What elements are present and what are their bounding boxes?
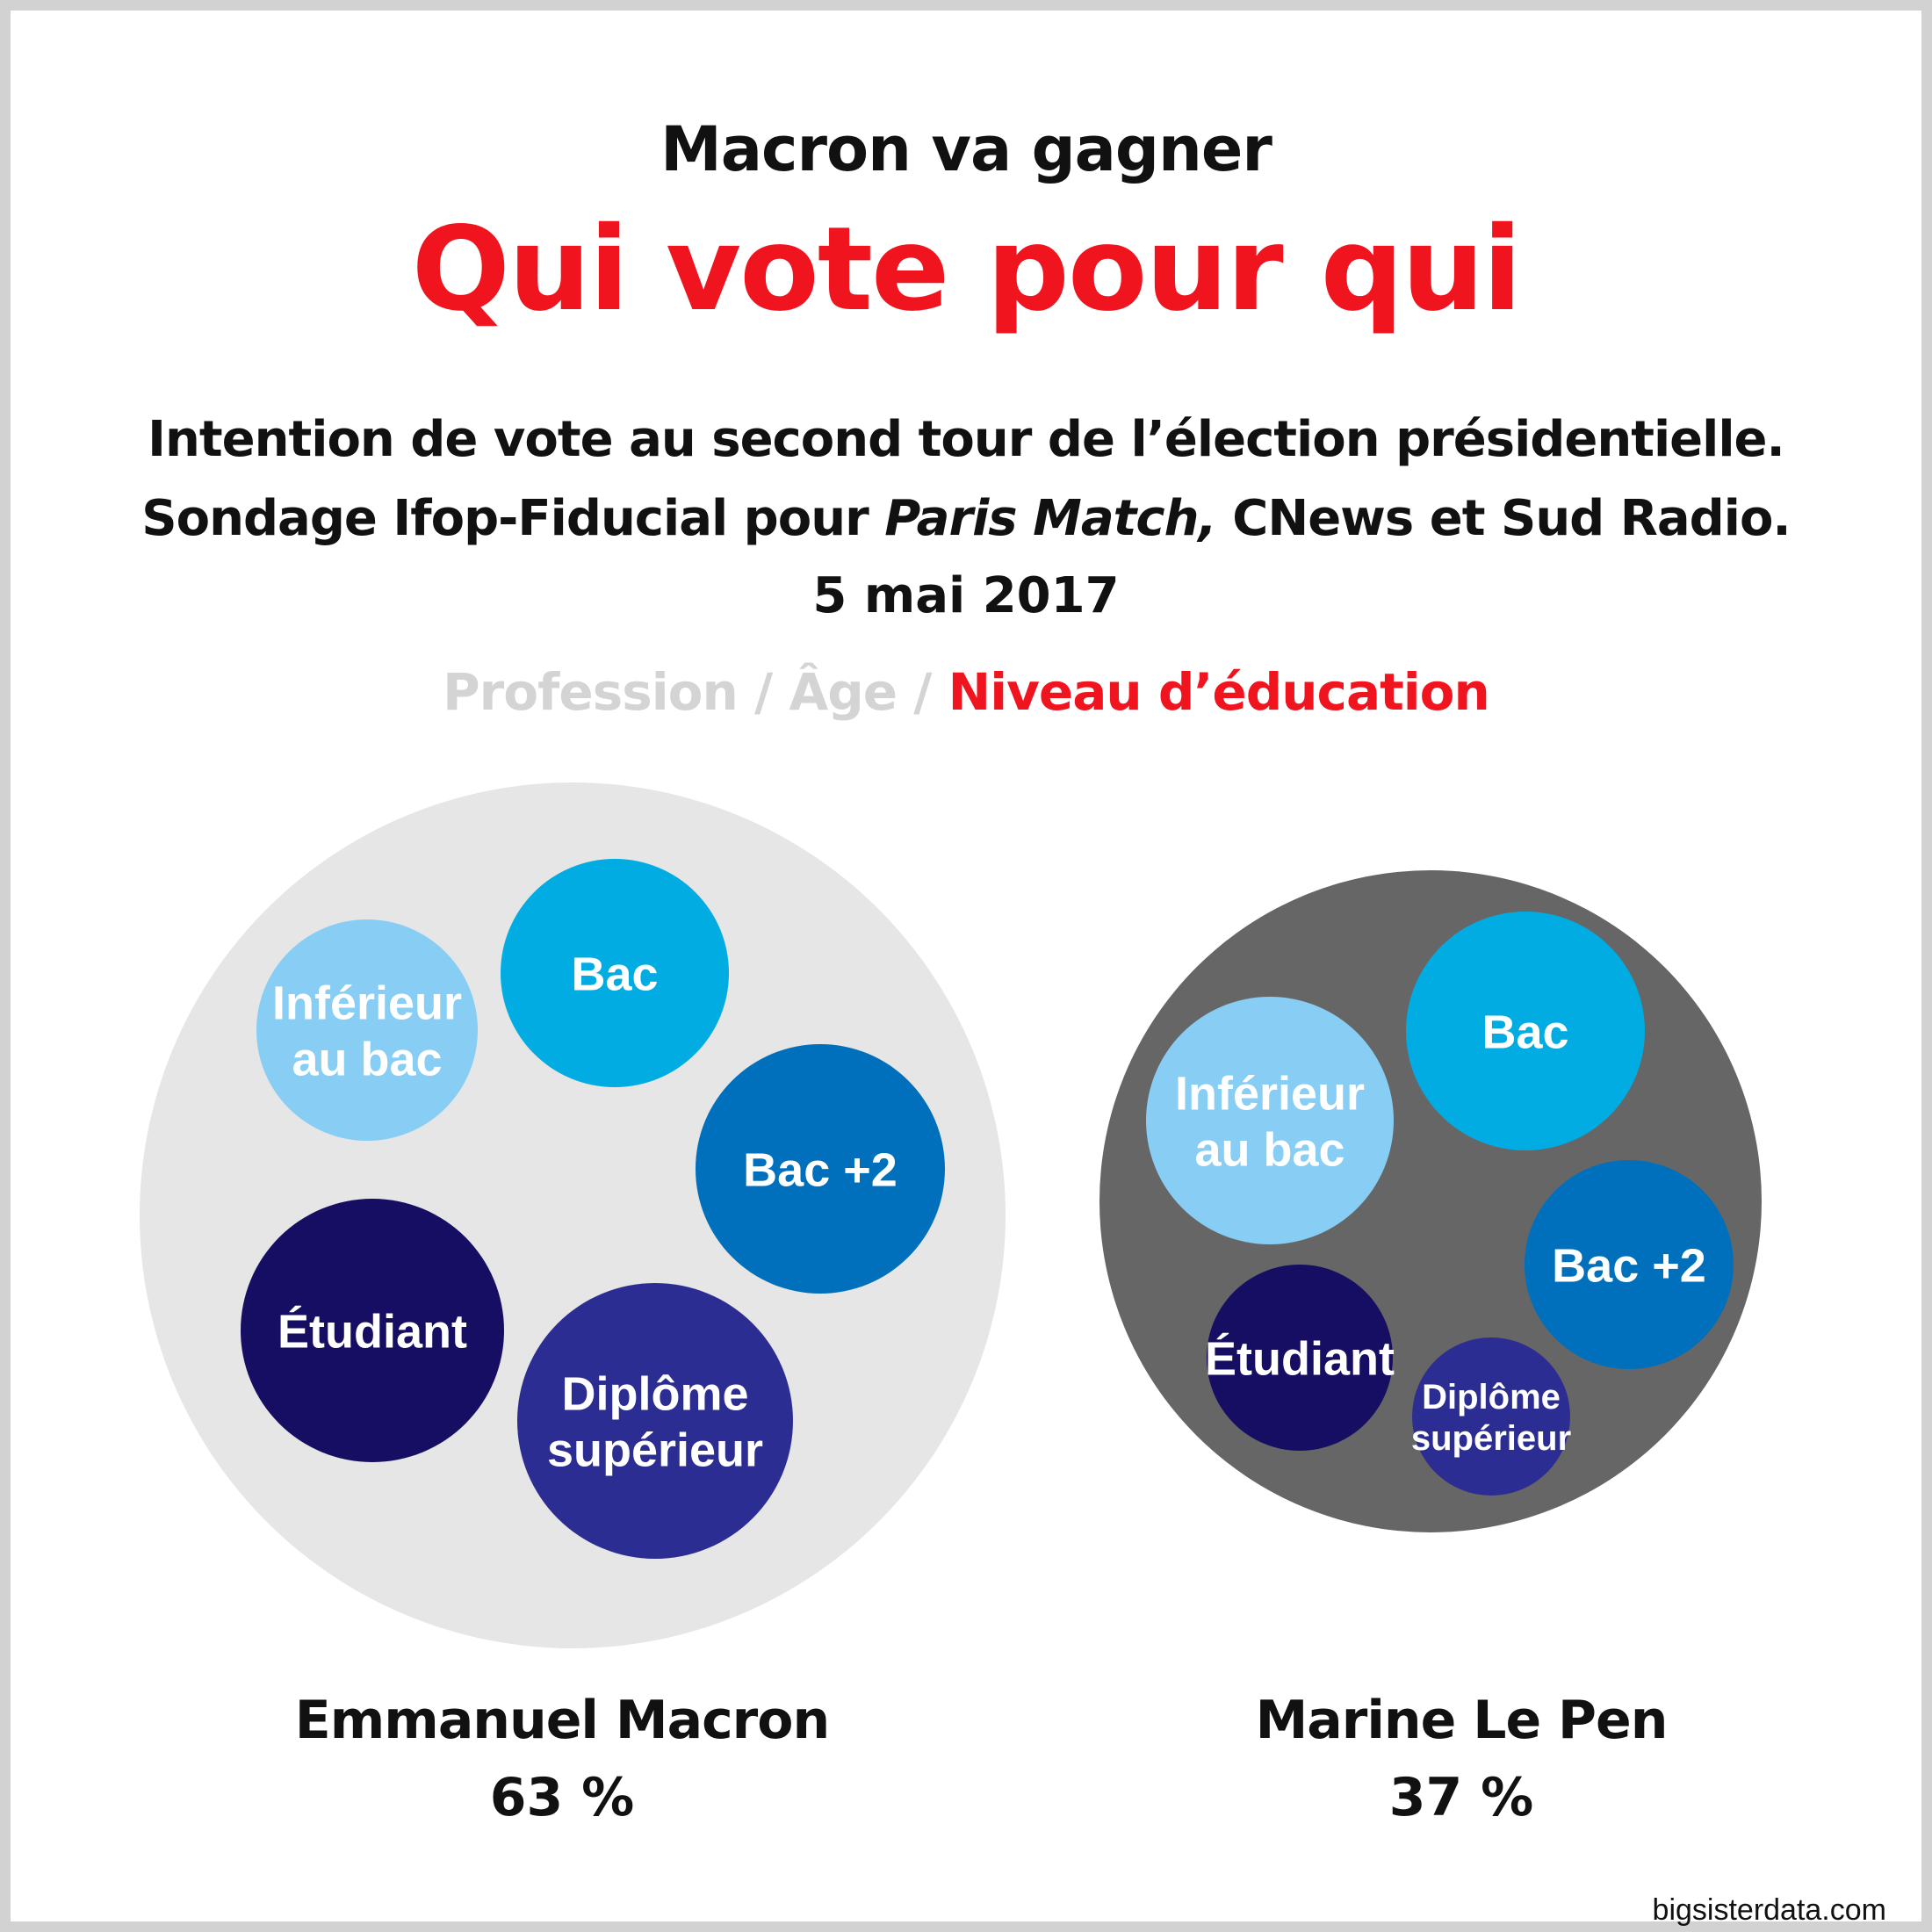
bubble-bac: [501, 859, 729, 1087]
bubble-label: supérieur: [1411, 1419, 1571, 1458]
bubble-inferieur-au-bac: [1146, 997, 1394, 1244]
bubble-label: au bac: [1194, 1123, 1344, 1176]
candidate-name: Marine Le Pen: [1255, 1690, 1669, 1751]
bubble-label: Bac: [571, 948, 658, 1000]
category-tabs: Profession / Âge / Niveau d’éducation: [0, 660, 1932, 724]
subtitle-line-2: Sondage Ifop-Fiducial pour Paris Match, …: [0, 488, 1932, 550]
bubble-label: Bac: [1481, 1006, 1568, 1058]
bubble-label: Étudiant: [1205, 1332, 1395, 1385]
bubble-label: Bac +2: [743, 1143, 898, 1196]
candidate-label-macron: Emmanuel Macron 63 %: [167, 1688, 957, 1830]
bubble-label: au bac: [292, 1033, 442, 1085]
tab-separator: /: [737, 662, 789, 722]
bubble-bac: [1406, 912, 1645, 1150]
bubble-diplome-superieur: [1412, 1337, 1570, 1496]
subtitle-source-italic: Paris Match,: [884, 490, 1217, 547]
page-title: Qui vote pour qui: [411, 202, 1523, 337]
survey-date: 5 mai 2017: [812, 567, 1120, 624]
subtitle-source-start: Sondage Ifop-Fiducial pour: [141, 490, 885, 547]
bubble-bac-2: [1525, 1160, 1734, 1369]
candidate-name: Emmanuel Macron: [294, 1690, 830, 1751]
source-credit: bigsisterdata.com: [1652, 1893, 1886, 1927]
bubble-label: supérieur: [547, 1424, 763, 1476]
bubble-bac-2: [696, 1044, 945, 1294]
tab-profession[interactable]: Profession: [443, 662, 739, 722]
tab-separator: /: [897, 662, 948, 722]
bubble-etudiant: [1207, 1265, 1393, 1451]
kicker: Macron va gagner: [660, 113, 1272, 185]
bubble-etudiant: [241, 1199, 504, 1462]
subtitle-source-end: CNews et Sud Radio.: [1215, 490, 1791, 547]
bubble-label: Inférieur: [272, 977, 462, 1030]
subtitle-line-1: Intention de vote au second tour de l’él…: [148, 411, 1785, 468]
bubble-inferieur-au-bac: [256, 919, 478, 1141]
tab-education[interactable]: Niveau d’éducation: [948, 662, 1490, 722]
bubble-label: Inférieur: [1175, 1068, 1365, 1121]
candidate-percentage: 37 %: [1388, 1767, 1534, 1828]
bubble-label: Étudiant: [278, 1305, 467, 1358]
bubble-label: Diplôme: [561, 1368, 748, 1421]
bubble-diplome-superieur: [517, 1283, 793, 1559]
bubble-label: Diplôme: [1422, 1378, 1561, 1417]
tab-age[interactable]: Âge: [789, 662, 898, 722]
candidate-label-lepen: Marine Le Pen 37 %: [1066, 1688, 1856, 1830]
bubble-label: Bac +2: [1552, 1239, 1706, 1292]
candidate-percentage: 63 %: [489, 1767, 635, 1828]
